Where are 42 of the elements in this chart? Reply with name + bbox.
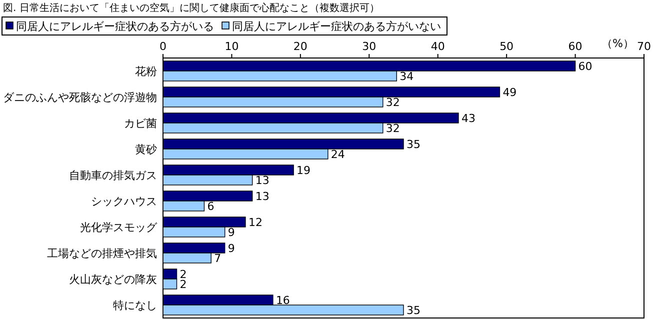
y-tick-label: 黄砂 [135,143,157,156]
y-tick-label: ダニのふんや死骸などの浮遊物 [3,91,157,104]
y-tick-label: カビ菌 [124,117,157,130]
data-label: 2 [180,278,187,291]
x-tick-label: 0 [160,40,166,53]
x-tick-label: 70 [637,40,651,53]
data-label: 9 [228,226,235,239]
y-tick-label: 火山灰などの降灰 [69,273,157,286]
x-tick-label: 60 [568,40,582,53]
data-label: 24 [330,148,345,161]
legend-label: 同居人にアレルギー症状のある方がいる [16,20,214,33]
legend-label: 同居人にアレルギー症状のある方がいない [232,20,441,33]
data-label: 7 [214,252,222,265]
x-tick-label: 10 [224,40,239,53]
chart-title: 図. 日常生活において「住まいの空気」に関して健康面で心配なこと（複数選択可） [3,2,380,14]
y-tick-label: シックハウス [91,195,157,208]
x-tick-label: 20 [293,40,308,53]
x-tick-label: 30 [362,40,376,53]
data-label: 16 [276,294,290,307]
data-label: 12 [248,216,262,229]
data-label: 13 [255,174,270,187]
data-label: 43 [461,112,476,125]
data-label: 60 [578,60,592,73]
x-tick-label: 50 [500,40,514,53]
data-label: 9 [228,242,235,255]
data-label: 32 [386,122,400,135]
y-tick-label: 光化学スモッグ [80,221,158,234]
data-label: 19 [296,164,311,177]
data-label: 35 [406,304,420,317]
x-tick-label: 40 [430,40,445,53]
x-axis-title: （%） [602,37,634,50]
data-label: 13 [255,190,270,203]
y-tick-label: 自動車の排気ガス [69,169,157,182]
y-tick-label: 工場などの排煙や排気 [47,247,157,260]
data-label: 49 [502,86,517,99]
data-label: 6 [207,200,214,213]
data-label: 34 [400,70,414,83]
y-tick-label: 花粉 [135,65,157,78]
data-label: 32 [386,96,400,109]
y-tick-label: 特になし [113,299,157,312]
data-label: 35 [406,138,420,151]
data-label: 2 [180,268,187,281]
